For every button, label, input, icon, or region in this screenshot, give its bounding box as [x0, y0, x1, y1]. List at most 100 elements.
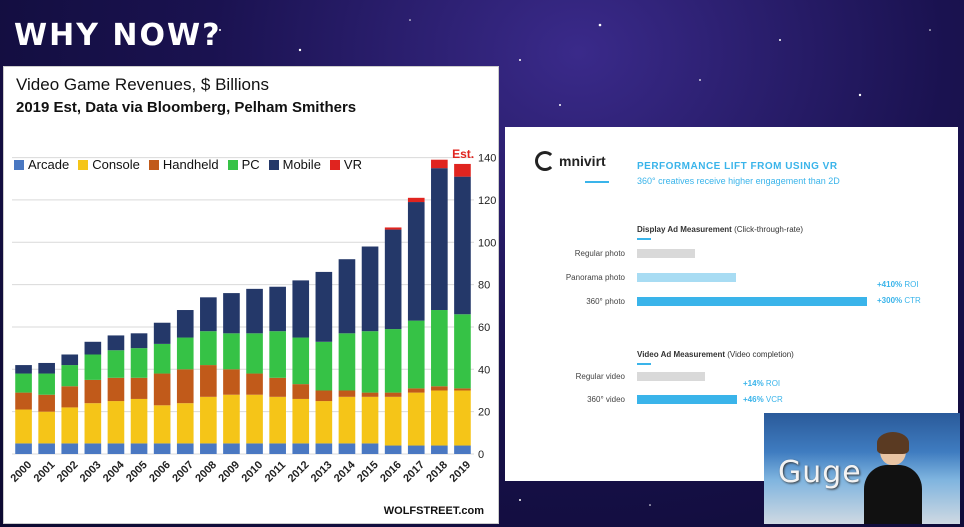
- bar-segment-mobile: [384, 229, 402, 330]
- bar-segment-pc: [200, 331, 217, 366]
- bar-segment-arcade: [223, 443, 240, 454]
- bar-segment-pc: [315, 341, 333, 391]
- bar-segment-handheld: [292, 384, 310, 399]
- y-tick-label: 100: [478, 237, 496, 249]
- bar-segment-handheld: [153, 373, 171, 406]
- performance-title: PERFORMANCE LIFT FROM USING VR: [637, 161, 838, 172]
- bar-segment-pc: [130, 348, 148, 378]
- bar-segment-mobile: [431, 168, 448, 311]
- bar-segment-arcade: [269, 443, 286, 454]
- bar-segment-handheld: [38, 394, 55, 412]
- y-tick-label: 120: [478, 195, 496, 207]
- bar-segment-console: [269, 396, 286, 444]
- x-tick-label: 2009: [216, 459, 242, 485]
- bar-segment-arcade: [384, 445, 402, 454]
- bar-segment-vr: [384, 227, 402, 230]
- bar-360-video: [637, 395, 737, 404]
- y-tick-label: 140: [478, 153, 496, 165]
- legend-item-pc: PC: [227, 157, 260, 172]
- accent-divider: [585, 181, 609, 183]
- bar-segment-arcade: [15, 443, 32, 454]
- bar-segment-arcade: [246, 443, 263, 454]
- bar-segment-mobile: [223, 293, 240, 334]
- chart-subtitle: 2019 Est, Data via Bloomberg, Pelham Smi…: [16, 99, 357, 116]
- bar-segment-arcade: [315, 443, 333, 454]
- legend-item-vr: VR: [329, 157, 362, 172]
- bar-segment-console: [176, 403, 194, 444]
- bar-segment-mobile: [315, 271, 333, 342]
- bar-segment-mobile: [15, 365, 32, 374]
- bar-segment-handheld: [431, 386, 448, 391]
- chart-legend: Arcade Console Handheld PC Mobile VR: [14, 157, 362, 172]
- performance-subtitle: 360° creatives receive higher engagement…: [637, 176, 840, 186]
- bar-segment-mobile: [38, 362, 55, 374]
- bar-segment-console: [153, 405, 171, 444]
- row-label-regular-video: Regular video: [575, 372, 625, 381]
- legend-item-console: Console: [78, 157, 140, 172]
- bar-segment-mobile: [61, 354, 79, 366]
- bar-segment-pc: [384, 329, 402, 393]
- legend-swatch: [268, 159, 279, 170]
- bar-segment-arcade: [107, 443, 125, 454]
- bar-segment-console: [223, 394, 240, 444]
- bar-segment-mobile: [130, 333, 148, 349]
- bar-segment-mobile: [269, 286, 286, 332]
- bar-regular-video: [637, 372, 705, 381]
- bar-segment-handheld: [130, 377, 148, 399]
- bar-segment-console: [431, 390, 448, 446]
- bar-segment-arcade: [361, 443, 379, 454]
- bar-segment-console: [130, 398, 148, 444]
- row-label-panorama-photo: Panorama photo: [565, 273, 625, 282]
- bar-segment-handheld: [454, 388, 471, 391]
- x-tick-label: 2017: [401, 459, 427, 485]
- x-tick-label: 2003: [78, 459, 104, 485]
- bar-segment-handheld: [384, 392, 402, 397]
- video-metric-vcr: +46% VCR: [743, 395, 783, 404]
- bar-segment-handheld: [15, 392, 32, 410]
- bar-360-photo: [637, 297, 867, 306]
- bar-segment-mobile: [153, 322, 171, 344]
- y-tick-label: 20: [478, 407, 490, 419]
- bar-segment-console: [454, 390, 471, 446]
- legend-swatch: [329, 159, 340, 170]
- bar-segment-mobile: [200, 297, 217, 332]
- bar-segment-pc: [38, 373, 55, 395]
- bar-segment-handheld: [269, 377, 286, 397]
- bar-segment-handheld: [200, 365, 217, 397]
- legend-swatch: [227, 159, 238, 170]
- row-label-360-photo: 360° photo: [586, 297, 625, 306]
- bar-segment-arcade: [407, 445, 425, 454]
- bar-segment-arcade: [84, 443, 102, 454]
- bar-segment-pc: [269, 331, 286, 378]
- bar-segment-mobile: [361, 246, 379, 332]
- x-tick-label: 2019: [447, 459, 473, 485]
- y-tick-label: 40: [478, 364, 490, 376]
- estimate-annotation: Est.: [452, 147, 474, 161]
- bar-segment-pc: [107, 350, 125, 378]
- legend-swatch: [14, 159, 24, 170]
- accent-divider: [637, 238, 651, 240]
- bar-segment-handheld: [107, 377, 125, 402]
- bar-segment-mobile: [176, 310, 194, 338]
- webcam-overlay: Guge: [764, 413, 960, 524]
- bar-segment-pc: [176, 337, 194, 370]
- bar-segment-arcade: [153, 443, 171, 454]
- webcam-backdrop-text: Guge: [778, 455, 862, 490]
- legend-item-handheld: Handheld: [148, 157, 219, 172]
- slide-headline: WHY NOW?: [14, 18, 222, 53]
- bar-segment-arcade: [61, 443, 79, 454]
- legend-item-mobile: Mobile: [268, 157, 321, 172]
- bar-segment-handheld: [84, 379, 102, 404]
- y-tick-label: 60: [478, 322, 490, 334]
- bar-panorama-photo: [637, 273, 736, 282]
- x-tick-label: 2000: [9, 459, 35, 485]
- x-tick-label: 2018: [424, 459, 450, 485]
- bar-segment-console: [200, 396, 217, 444]
- bar-segment-console: [292, 398, 310, 444]
- revenue-chart: 0204060801001201402000200120022003200420…: [9, 147, 497, 485]
- bar-segment-handheld: [246, 373, 263, 395]
- legend-swatch: [78, 159, 89, 170]
- x-tick-label: 2006: [147, 459, 173, 485]
- x-tick-label: 2005: [124, 459, 150, 485]
- legend-swatch: [148, 159, 159, 170]
